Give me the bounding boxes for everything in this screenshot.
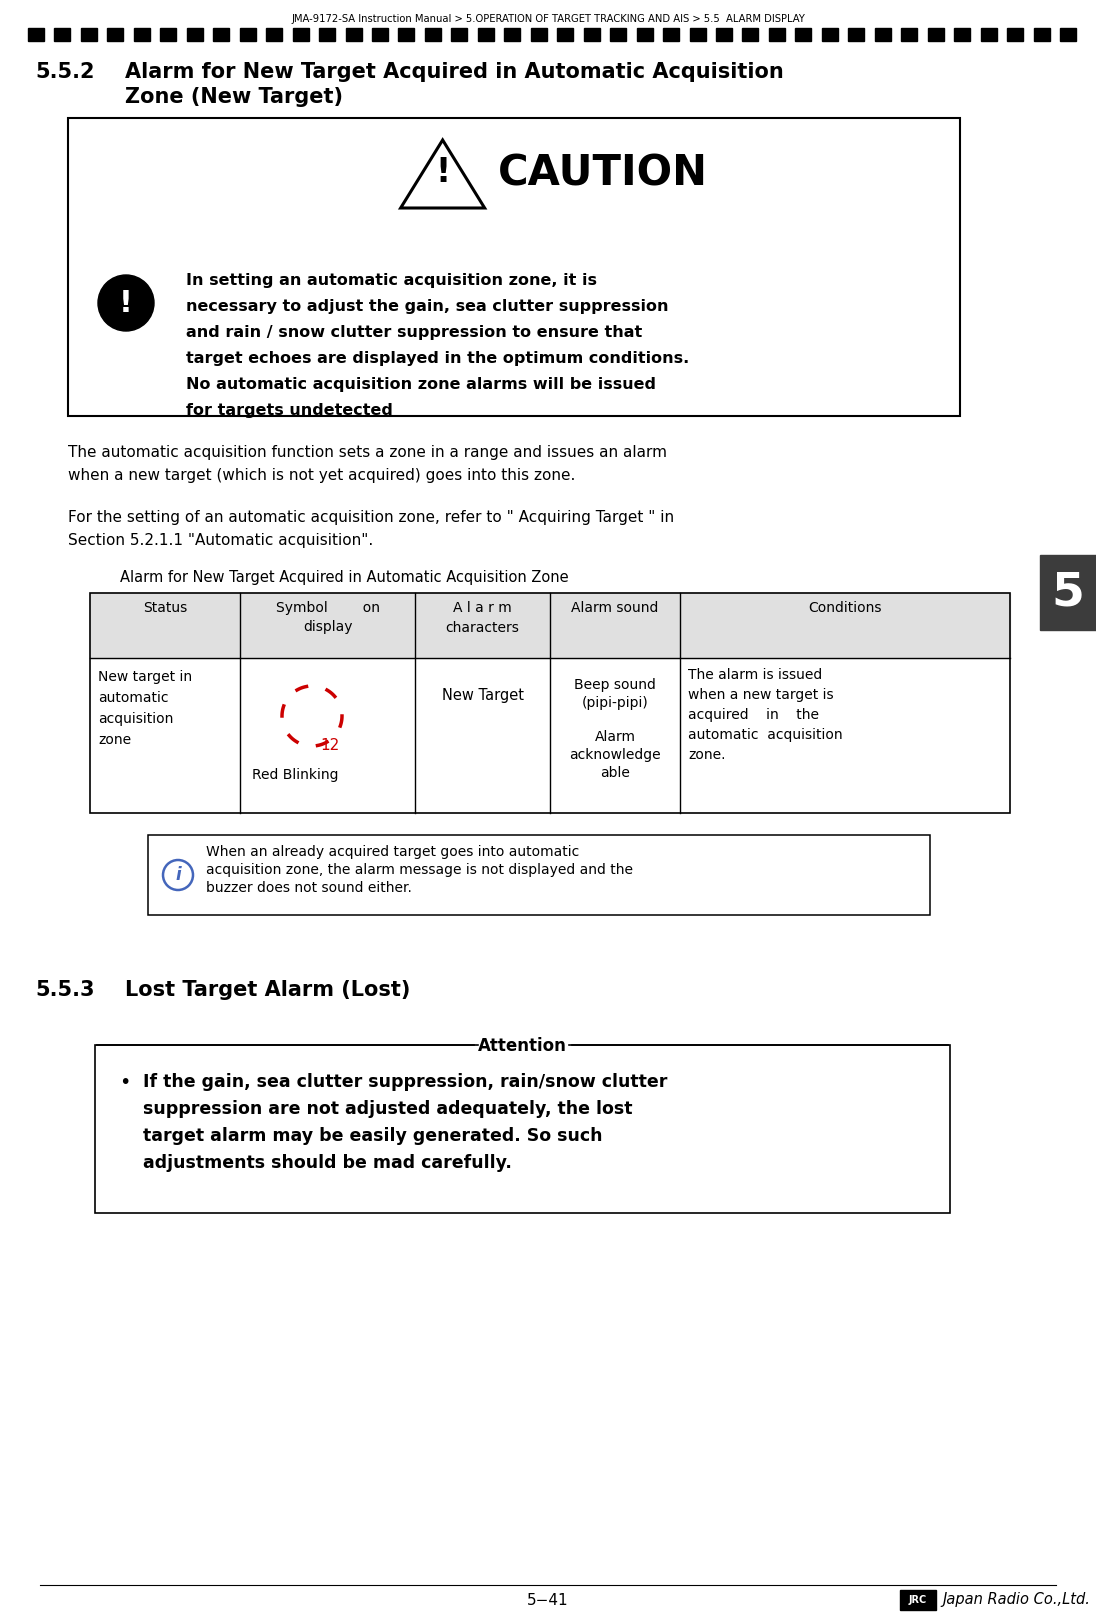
Bar [399,28,414,40]
Bar [240,28,255,40]
Text: acknowledge: acknowledge [569,748,661,761]
Bar [981,28,996,40]
Bar [28,28,44,40]
Bar [796,28,811,40]
Bar [107,28,124,40]
Text: Conditions: Conditions [808,601,882,616]
Text: No automatic acquisition zone alarms will be issued: No automatic acquisition zone alarms wil… [186,377,657,392]
Text: The alarm is issued
when a new target is
acquired    in    the
automatic  acquis: The alarm is issued when a new target is… [688,667,843,761]
Bar [293,28,309,40]
Bar [875,28,891,40]
Text: A l a r m
characters: A l a r m characters [446,601,520,635]
Circle shape [98,275,155,330]
Text: Attention: Attention [478,1037,567,1055]
Text: (pipi-pipi): (pipi-pipi) [582,697,649,710]
Text: 5: 5 [1051,570,1084,616]
Text: Alarm: Alarm [594,731,636,744]
Bar [848,28,865,40]
Bar [927,28,944,40]
Text: New target in
automatic
acquisition
zone: New target in automatic acquisition zone [98,671,192,747]
Text: When an already acquired target goes into automatic: When an already acquired target goes int… [206,846,580,859]
Bar [95,1045,950,1213]
Text: and rain / snow clutter suppression to ensure that: and rain / snow clutter suppression to e… [186,326,642,340]
Bar [319,28,335,40]
Text: New Target: New Target [442,688,524,703]
Text: Zone (New Target): Zone (New Target) [125,87,343,107]
Bar [452,28,467,40]
Bar [266,28,282,40]
Text: Beep sound: Beep sound [574,679,655,692]
Bar [186,28,203,40]
Text: 12: 12 [320,739,340,753]
Bar [901,28,917,40]
Text: for targets undetected: for targets undetected [186,403,392,418]
Text: when a new target (which is not yet acquired) goes into this zone.: when a new target (which is not yet acqu… [68,468,575,483]
Text: JRC: JRC [909,1596,927,1605]
Bar [214,28,229,40]
Bar [148,834,931,915]
Bar [134,28,150,40]
Bar [716,28,732,40]
Text: Status: Status [142,601,187,616]
Text: Alarm for New Target Acquired in Automatic Acquisition Zone: Alarm for New Target Acquired in Automat… [119,570,569,585]
Bar [372,28,388,40]
Bar [1034,28,1050,40]
Bar [637,28,652,40]
Text: Section 5.2.1.1 "Automatic acquisition".: Section 5.2.1.1 "Automatic acquisition". [68,533,374,548]
Bar [81,28,96,40]
Text: JMA-9172-SA Instruction Manual > 5.OPERATION OF TARGET TRACKING AND AIS > 5.5  A: JMA-9172-SA Instruction Manual > 5.OPERA… [292,15,804,24]
Text: !: ! [119,288,133,318]
Bar [55,28,70,40]
Text: CAUTION: CAUTION [498,152,708,194]
Text: Red Blinking: Red Blinking [252,768,339,782]
Text: For the setting of an automatic acquisition zone, refer to " Acquiring Target " : For the setting of an automatic acquisit… [68,510,674,525]
Text: buzzer does not sound either.: buzzer does not sound either. [206,881,412,894]
Bar [742,28,758,40]
Text: acquisition zone, the alarm message is not displayed and the: acquisition zone, the alarm message is n… [206,863,633,876]
Text: Lost Target Alarm (Lost): Lost Target Alarm (Lost) [125,980,410,1000]
Bar [90,593,1011,658]
Bar [663,28,680,40]
Text: i: i [175,867,181,885]
Bar [610,28,626,40]
Text: 5−41: 5−41 [527,1592,569,1609]
Text: In setting an automatic acquisition zone, it is: In setting an automatic acquisition zone… [186,274,597,288]
Bar [1007,28,1023,40]
Bar [769,28,785,40]
Bar [584,28,600,40]
Text: Japan Radio Co.,Ltd.: Japan Radio Co.,Ltd. [941,1592,1089,1607]
Bar [1060,28,1076,40]
Bar [425,28,441,40]
Text: If the gain, sea clutter suppression, rain/snow clutter: If the gain, sea clutter suppression, ra… [142,1072,667,1090]
Bar [479,1037,567,1055]
Text: Alarm sound: Alarm sound [571,601,659,616]
Bar [557,28,573,40]
Text: able: able [601,766,630,779]
Text: 5.5.2: 5.5.2 [35,62,94,83]
Text: necessary to adjust the gain, sea clutter suppression: necessary to adjust the gain, sea clutte… [186,300,669,314]
Text: target echoes are displayed in the optimum conditions.: target echoes are displayed in the optim… [186,352,689,366]
Text: adjustments should be mad carefully.: adjustments should be mad carefully. [142,1153,512,1171]
Bar [1040,556,1096,630]
Text: The automatic acquisition function sets a zone in a range and issues an alarm: The automatic acquisition function sets … [68,446,667,460]
Bar [689,28,706,40]
Bar [530,28,547,40]
Bar [160,28,176,40]
Text: suppression are not adjusted adequately, the lost: suppression are not adjusted adequately,… [142,1100,632,1118]
Bar [90,593,1011,813]
Bar [504,28,521,40]
Text: 5.5.3: 5.5.3 [35,980,94,1000]
Text: target alarm may be easily generated. So such: target alarm may be easily generated. So… [142,1128,603,1145]
Text: Alarm for New Target Acquired in Automatic Acquisition: Alarm for New Target Acquired in Automat… [125,62,784,83]
Bar [822,28,837,40]
Text: •: • [119,1072,130,1092]
Text: Symbol        on
display: Symbol on display [275,601,379,635]
Bar [900,1589,936,1610]
Bar [955,28,970,40]
Bar [68,118,960,416]
Text: !: ! [435,156,450,190]
Bar [478,28,494,40]
Bar [345,28,362,40]
